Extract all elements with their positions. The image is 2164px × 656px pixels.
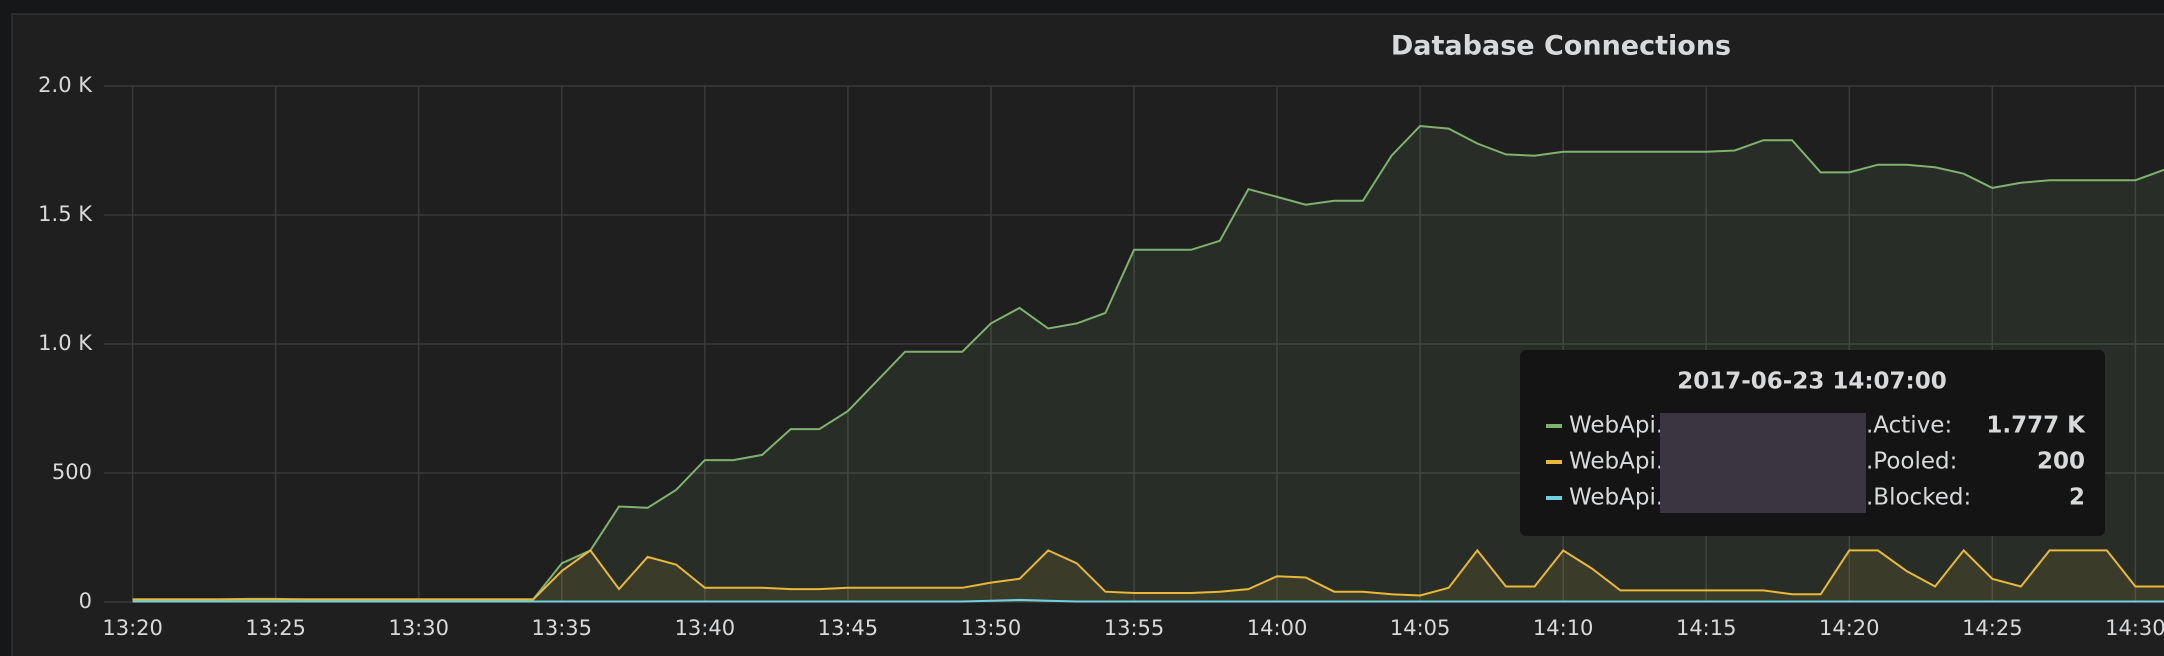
x-tick-label: 13:45 [818,616,879,640]
x-tick-label: 14:20 [1819,616,1880,640]
x-tick-label: 13:50 [961,616,1022,640]
y-tick-label: 500 [52,460,92,484]
x-tick-label: 14:10 [1533,616,1594,640]
y-tick-label: 2.0 K [38,73,93,97]
panel-background [11,13,2164,656]
y-tick-label: 1.0 K [38,331,93,355]
tooltip-value: 1.777 K [1986,413,2086,439]
x-tick-label: 13:20 [102,616,163,640]
tooltip-value: 200 [2037,449,2085,475]
x-tick-label: 14:05 [1390,616,1451,640]
y-tick-label: 0 [79,589,92,613]
x-tick-label: 13:40 [675,616,736,640]
x-tick-label: 14:25 [1962,616,2023,640]
redaction-box [1660,413,1866,513]
x-tick-label: 14:15 [1676,616,1737,640]
tooltip-prefix: WebApi. [1569,413,1663,439]
chart-title: Database Connections [1391,31,1731,62]
tooltip: 2017-06-23 14:07:00 WebApi. .Active: 1.777… [1520,350,2105,536]
x-tick-label: 13:35 [532,616,593,640]
tooltip-suffix: .Active: [1866,413,1952,439]
tooltip-suffix: .Blocked: [1866,485,1971,511]
tooltip-suffix: .Pooled: [1866,449,1957,475]
x-tick-label: 14:30 [2105,616,2164,640]
y-tick-label: 1.5 K [38,202,93,226]
tooltip-value: 2 [2069,485,2085,511]
series-line [132,548,2164,601]
x-tick-label: 13:25 [245,616,306,640]
tooltip-prefix: WebApi. [1569,485,1663,511]
tooltip-prefix: WebApi. [1569,449,1663,475]
x-tick-label: 13:30 [388,616,449,640]
series-area [132,550,2164,602]
series-line [132,598,2164,603]
x-tick-label: 14:00 [1247,616,1308,640]
x-tick-label: 13:55 [1104,616,1165,640]
tooltip-title: 2017-06-23 14:07:00 [1677,369,1947,395]
